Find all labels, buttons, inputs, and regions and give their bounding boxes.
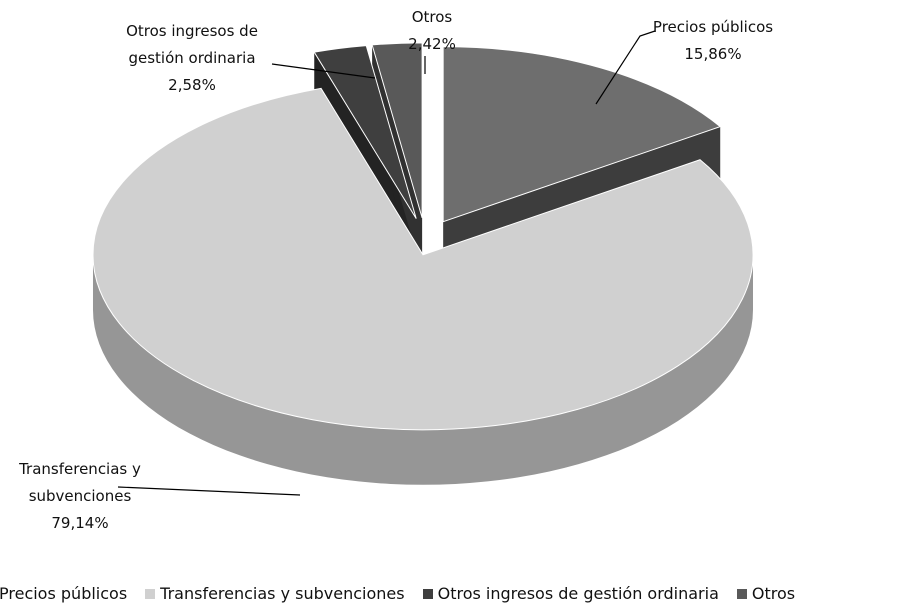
label-value: 2,58% [168, 76, 216, 94]
leader-line [595, 30, 656, 105]
slice [371, 42, 423, 218]
data-label: Otros ingresos de gestión ordinaria 2,58% [102, 18, 282, 99]
label-value: 79,14% [51, 514, 109, 532]
tops [92, 42, 754, 431]
legend-label: Precios públicos [0, 584, 128, 603]
data-label: Precios públicos 15,86% [623, 14, 803, 68]
legend-label: Otros ingresos de gestión ordinaria [437, 584, 719, 603]
leader-line [271, 63, 376, 79]
legend-swatch [422, 588, 433, 599]
legend-item: Otros [736, 584, 796, 603]
leader-line [117, 486, 301, 496]
slice-rim [92, 254, 753, 485]
legend-label: Otros [751, 584, 796, 603]
legend-item: Otros ingresos de gestión ordinaria [422, 584, 719, 603]
legend-swatch [145, 588, 156, 599]
slice [313, 45, 417, 219]
label-name: Transferencias y subvenciones [19, 460, 141, 505]
slice [442, 46, 722, 223]
data-label: Transferencias y subvenciones 79,14% [5, 456, 155, 537]
legend-label: Transferencias y subvenciones [160, 584, 405, 603]
label-name: Otros [411, 8, 453, 26]
label-value: 2,42% [408, 35, 456, 53]
data-label: Otros 2,42% [392, 4, 472, 58]
label-name: Otros ingresos de gestión ordinaria [126, 22, 258, 67]
legend: Precios públicos Transferencias y subvenc… [0, 584, 795, 603]
label-value: 15,86% [684, 45, 742, 63]
legend-item: Precios públicos [0, 584, 127, 603]
legend-swatch [736, 588, 747, 599]
slice [92, 87, 754, 431]
label-name: Precios públicos [652, 18, 774, 36]
legend-item: Transferencias y subvenciones [145, 584, 405, 603]
